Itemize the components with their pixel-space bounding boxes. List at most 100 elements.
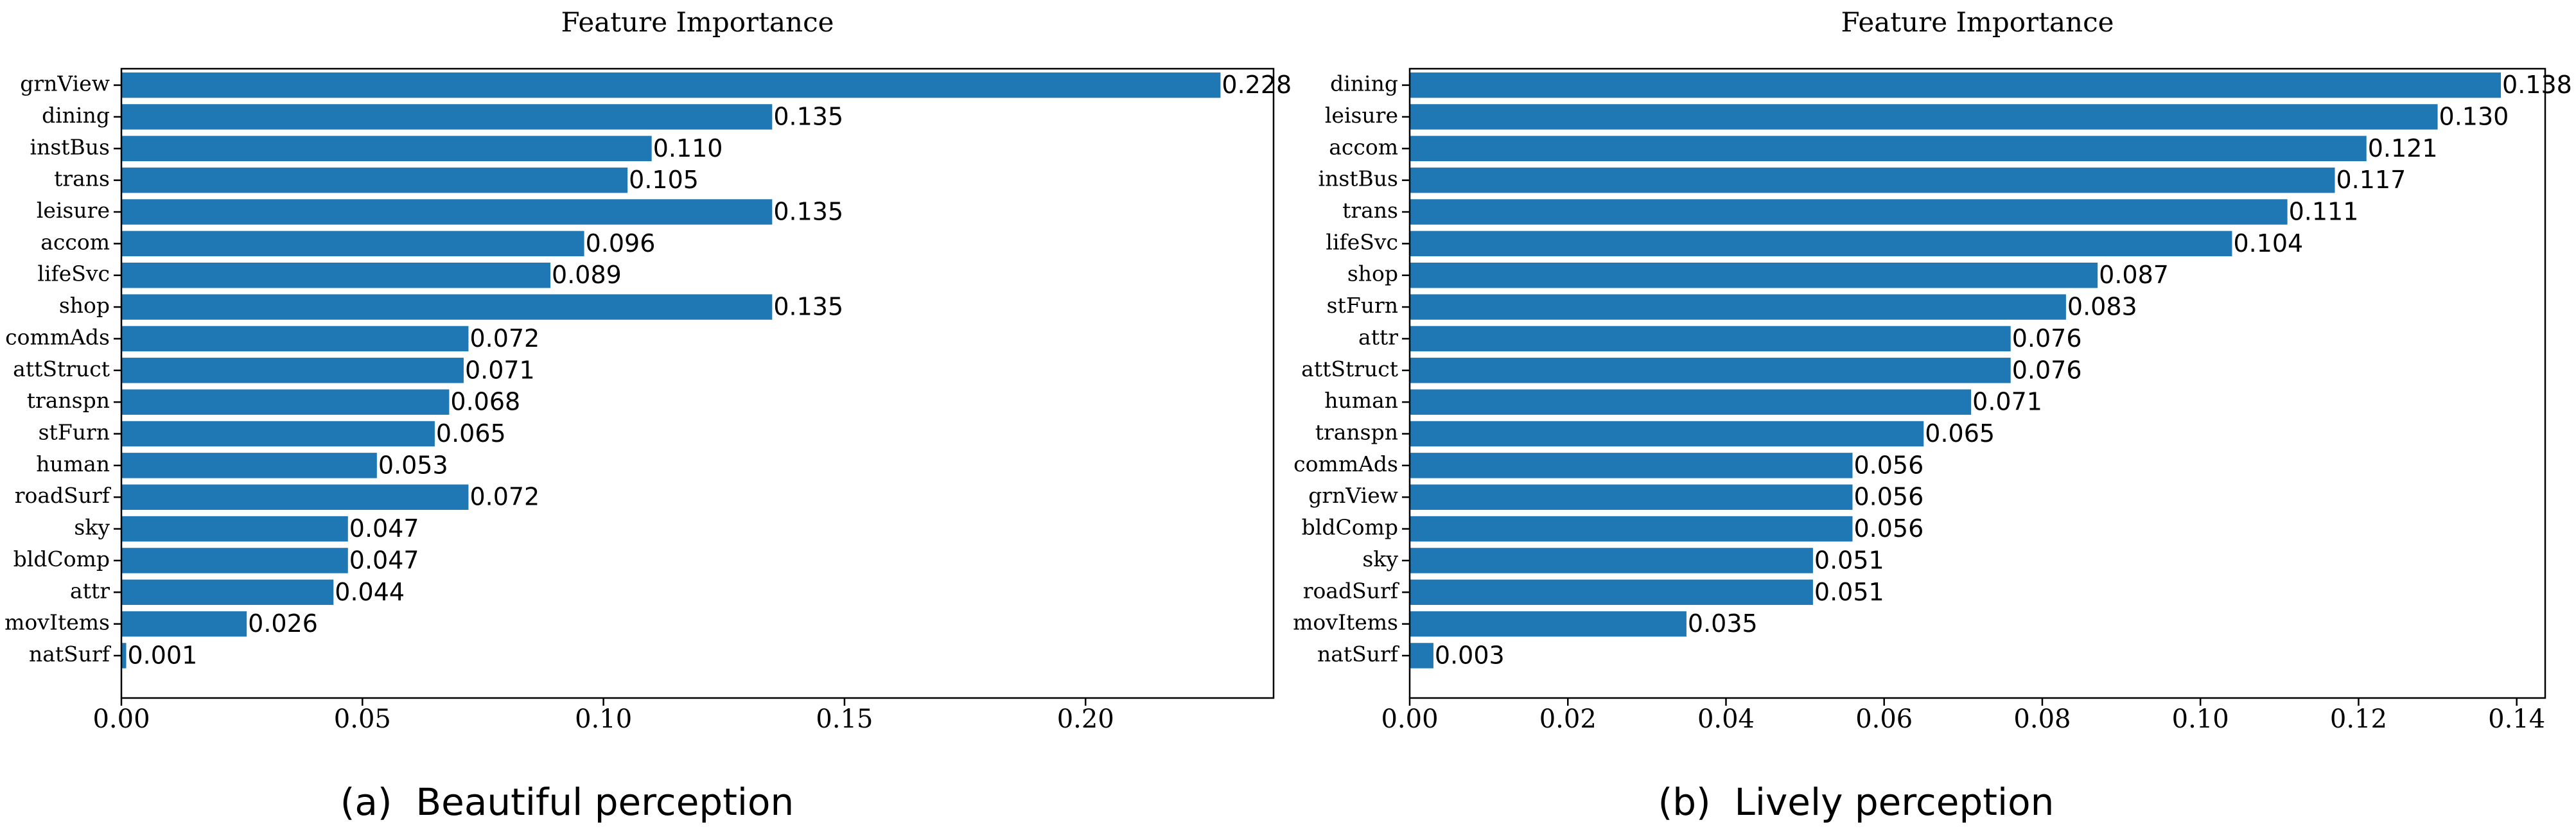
value-label: 0.111 xyxy=(2289,198,2359,226)
bar xyxy=(121,453,377,478)
bar xyxy=(121,643,127,668)
y-tick-label: grnView xyxy=(1308,483,1398,508)
y-tick-label: attStruct xyxy=(1301,356,1398,381)
value-label: 0.083 xyxy=(2067,293,2137,321)
value-label: 0.135 xyxy=(773,102,843,130)
bar xyxy=(1410,199,2288,225)
bar xyxy=(121,389,450,415)
bar xyxy=(1410,643,1433,668)
y-tick-label: grnView xyxy=(20,71,110,96)
bar xyxy=(1410,135,2367,162)
x-tick-label: 0.00 xyxy=(92,704,150,734)
value-label: 0.096 xyxy=(586,229,656,258)
x-tick-label: 0.00 xyxy=(1381,704,1438,734)
bar xyxy=(1410,579,1813,606)
y-tick-label: trans xyxy=(54,166,110,191)
y-tick-label: movItems xyxy=(4,610,110,635)
chart-title: Feature Importance xyxy=(561,6,834,38)
y-tick-label: commAds xyxy=(1293,451,1398,476)
x-tick-label: 0.04 xyxy=(1697,704,1755,734)
axes-frame xyxy=(120,67,1275,699)
y-tick-label: instBus xyxy=(1319,166,1398,191)
bar xyxy=(121,199,773,225)
y-tick-label: attr xyxy=(70,578,110,603)
value-label: 0.071 xyxy=(1972,388,2042,416)
y-tick-label: natSurf xyxy=(1317,642,1400,667)
bar xyxy=(1410,294,2066,320)
bar xyxy=(1410,389,1972,415)
y-tick-label: trans xyxy=(1342,198,1398,223)
value-label: 0.003 xyxy=(1435,642,1505,670)
value-label: 0.047 xyxy=(349,514,419,543)
bar xyxy=(121,484,469,510)
x-tick-label: 0.08 xyxy=(2013,704,2071,734)
bar xyxy=(121,72,1221,98)
bar xyxy=(1410,484,1853,510)
bar xyxy=(121,358,464,383)
y-tick-label: natSurf xyxy=(29,642,112,667)
bar xyxy=(1410,548,1813,573)
bar xyxy=(1410,516,1853,542)
y-tick-label: sky xyxy=(1362,546,1398,572)
bar xyxy=(121,421,435,447)
bar xyxy=(121,104,773,130)
y-tick-label: bldComp xyxy=(13,546,110,572)
y-tick-label: bldComp xyxy=(1302,515,1398,540)
y-tick-label: attStruct xyxy=(13,356,110,381)
x-tick-label: 0.14 xyxy=(2488,704,2545,734)
bar xyxy=(1410,326,2011,352)
value-label: 0.138 xyxy=(2502,71,2572,99)
y-tick-label: leisure xyxy=(37,198,110,223)
value-label: 0.053 xyxy=(378,451,448,479)
x-tick-label: 0.02 xyxy=(1539,704,1597,734)
x-tick-label: 0.20 xyxy=(1057,704,1114,734)
y-tick-label: accom xyxy=(1329,134,1398,159)
y-tick-label: leisure xyxy=(1325,103,1398,128)
x-tick-label: 0.10 xyxy=(575,704,632,734)
bar xyxy=(1410,611,1687,637)
value-label: 0.076 xyxy=(2012,356,2082,384)
value-label: 0.135 xyxy=(773,198,843,226)
value-label: 0.065 xyxy=(1925,419,1995,448)
y-tick-label: instBus xyxy=(30,134,110,159)
bar xyxy=(1410,358,2011,383)
value-label: 0.104 xyxy=(2233,229,2303,258)
value-label: 0.228 xyxy=(1222,71,1292,99)
caption: (a) Beautiful perception xyxy=(340,780,794,824)
bar xyxy=(1410,453,1853,478)
value-label: 0.065 xyxy=(436,419,506,448)
value-label: 0.087 xyxy=(2099,261,2169,289)
chart-title: Feature Importance xyxy=(1841,6,2114,38)
value-label: 0.001 xyxy=(128,642,198,670)
value-label: 0.105 xyxy=(629,166,699,194)
value-label: 0.026 xyxy=(248,609,318,638)
bar xyxy=(121,294,773,320)
y-tick-label: shop xyxy=(59,293,110,318)
y-tick-label: stFurn xyxy=(1327,293,1398,318)
value-label: 0.044 xyxy=(335,578,405,606)
y-tick-label: stFurn xyxy=(39,420,110,445)
bar xyxy=(121,167,628,193)
y-tick-label: dining xyxy=(1330,71,1398,96)
y-tick-label: commAds xyxy=(5,324,110,349)
value-label: 0.035 xyxy=(1688,609,1758,638)
value-label: 0.056 xyxy=(1853,514,1923,543)
value-label: 0.089 xyxy=(552,261,622,289)
bar xyxy=(121,262,551,288)
y-tick-label: accom xyxy=(40,229,110,254)
y-tick-label: attr xyxy=(1358,324,1398,349)
value-label: 0.076 xyxy=(2012,324,2082,353)
bar xyxy=(1410,262,2098,288)
bar xyxy=(121,579,334,606)
x-tick-label: 0.15 xyxy=(816,704,873,734)
value-label: 0.130 xyxy=(2439,102,2509,130)
y-tick-label: lifeSvc xyxy=(37,261,110,286)
y-tick-label: sky xyxy=(74,515,110,540)
y-tick-label: shop xyxy=(1347,261,1398,286)
bar xyxy=(1410,167,2335,193)
value-label: 0.056 xyxy=(1853,483,1923,511)
caption: (b) Lively perception xyxy=(1658,780,2055,824)
x-tick-label: 0.12 xyxy=(2330,704,2387,734)
bar xyxy=(121,135,652,162)
